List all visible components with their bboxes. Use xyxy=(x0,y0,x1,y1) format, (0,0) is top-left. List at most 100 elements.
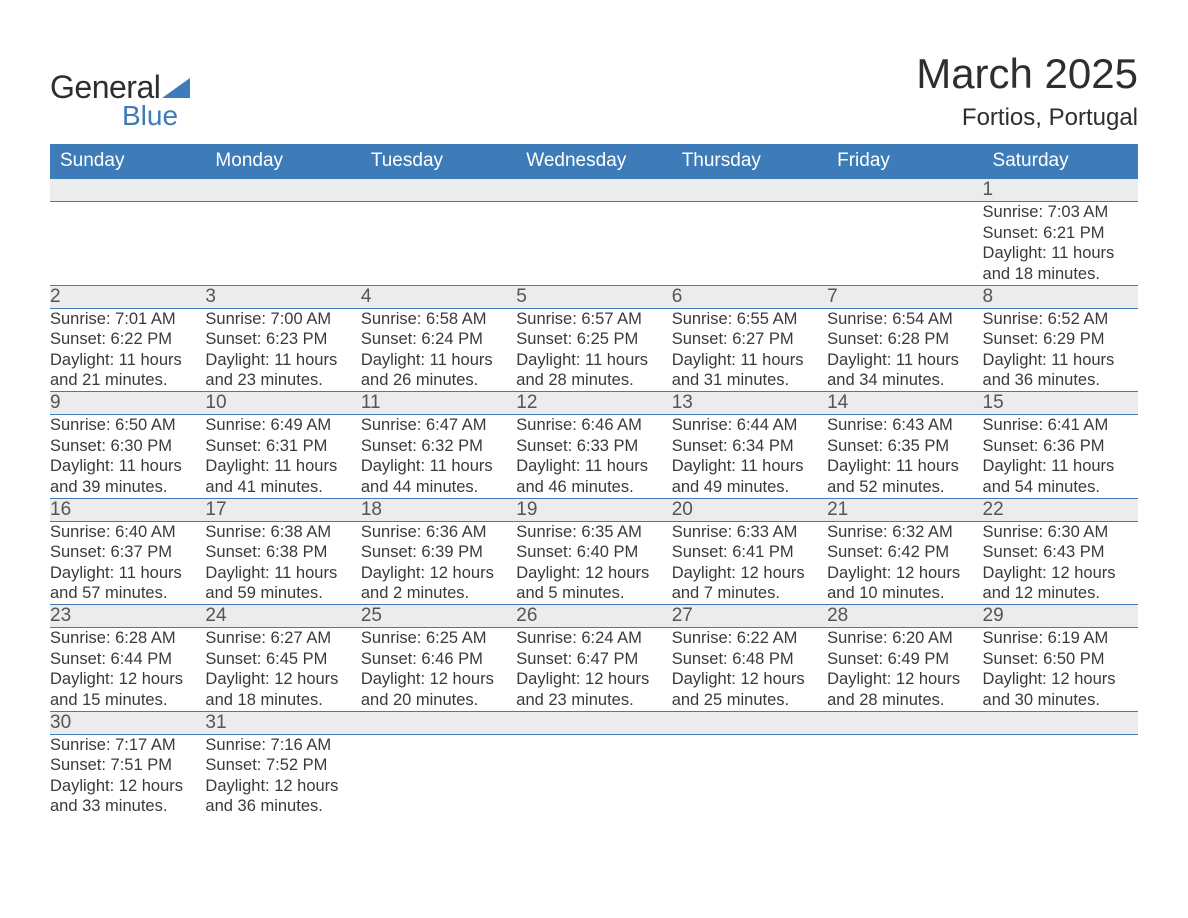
weekday-header: Tuesday xyxy=(361,144,516,179)
sunrise-line: Sunrise: 7:17 AM xyxy=(50,735,205,756)
weekday-header: Wednesday xyxy=(516,144,671,179)
day-number: 15 xyxy=(983,392,1138,415)
day-number: 11 xyxy=(361,392,516,415)
sunset-line: Sunset: 6:40 PM xyxy=(516,542,671,563)
daylight-line: Daylight: 11 hours and 23 minutes. xyxy=(205,350,360,391)
daylight-line: Daylight: 11 hours and 44 minutes. xyxy=(361,456,516,497)
sunset-line: Sunset: 6:27 PM xyxy=(672,329,827,350)
day-number: 17 xyxy=(205,498,360,521)
day-details xyxy=(205,202,360,286)
day-number: 23 xyxy=(50,605,205,628)
logo: General Blue xyxy=(50,69,190,132)
sunset-line: Sunset: 6:38 PM xyxy=(205,542,360,563)
day-number: 5 xyxy=(516,285,671,308)
day-number: 12 xyxy=(516,392,671,415)
sunset-line: Sunset: 6:47 PM xyxy=(516,649,671,670)
day-details: Sunrise: 6:49 AMSunset: 6:31 PMDaylight:… xyxy=(205,415,360,499)
sunset-line: Sunset: 6:45 PM xyxy=(205,649,360,670)
day-number: 4 xyxy=(361,285,516,308)
daylight-line: Daylight: 12 hours and 20 minutes. xyxy=(361,669,516,710)
sunset-line: Sunset: 6:49 PM xyxy=(827,649,982,670)
day-details xyxy=(827,202,982,286)
daylight-line: Daylight: 11 hours and 31 minutes. xyxy=(672,350,827,391)
sunrise-line: Sunrise: 6:55 AM xyxy=(672,309,827,330)
day-details xyxy=(361,734,516,817)
day-details: Sunrise: 7:17 AMSunset: 7:51 PMDaylight:… xyxy=(50,734,205,817)
header: General Blue March 2025 Fortios, Portuga… xyxy=(50,50,1138,132)
daynum-row: 3031 xyxy=(50,711,1138,734)
day-number: 8 xyxy=(983,285,1138,308)
day-details xyxy=(50,202,205,286)
daynum-row: 1 xyxy=(50,179,1138,202)
sunset-line: Sunset: 6:48 PM xyxy=(672,649,827,670)
day-details: Sunrise: 6:30 AMSunset: 6:43 PMDaylight:… xyxy=(983,521,1138,605)
day-details: Sunrise: 7:01 AMSunset: 6:22 PMDaylight:… xyxy=(50,308,205,392)
sunrise-line: Sunrise: 6:54 AM xyxy=(827,309,982,330)
day-details: Sunrise: 6:41 AMSunset: 6:36 PMDaylight:… xyxy=(983,415,1138,499)
day-details xyxy=(361,202,516,286)
day-number: 27 xyxy=(672,605,827,628)
day-details: Sunrise: 6:50 AMSunset: 6:30 PMDaylight:… xyxy=(50,415,205,499)
sunrise-line: Sunrise: 6:46 AM xyxy=(516,415,671,436)
sunset-line: Sunset: 6:21 PM xyxy=(983,223,1138,244)
day-number: 16 xyxy=(50,498,205,521)
day-number: 7 xyxy=(827,285,982,308)
sunset-line: Sunset: 6:28 PM xyxy=(827,329,982,350)
daylight-line: Daylight: 11 hours and 52 minutes. xyxy=(827,456,982,497)
sunset-line: Sunset: 6:35 PM xyxy=(827,436,982,457)
day-details xyxy=(827,734,982,817)
daylight-line: Daylight: 12 hours and 30 minutes. xyxy=(983,669,1138,710)
sunset-line: Sunset: 6:25 PM xyxy=(516,329,671,350)
daylight-line: Daylight: 12 hours and 25 minutes. xyxy=(672,669,827,710)
day-details xyxy=(983,734,1138,817)
day-details: Sunrise: 7:03 AMSunset: 6:21 PMDaylight:… xyxy=(983,202,1138,286)
daynum-row: 9101112131415 xyxy=(50,392,1138,415)
weekday-header: Monday xyxy=(205,144,360,179)
day-details: Sunrise: 6:35 AMSunset: 6:40 PMDaylight:… xyxy=(516,521,671,605)
day-details: Sunrise: 6:24 AMSunset: 6:47 PMDaylight:… xyxy=(516,628,671,712)
day-details: Sunrise: 6:36 AMSunset: 6:39 PMDaylight:… xyxy=(361,521,516,605)
daylight-line: Daylight: 12 hours and 2 minutes. xyxy=(361,563,516,604)
sunrise-line: Sunrise: 6:35 AM xyxy=(516,522,671,543)
daynum-row: 23242526272829 xyxy=(50,605,1138,628)
sunset-line: Sunset: 6:23 PM xyxy=(205,329,360,350)
weekday-header: Thursday xyxy=(672,144,827,179)
sunset-line: Sunset: 6:46 PM xyxy=(361,649,516,670)
sunrise-line: Sunrise: 6:40 AM xyxy=(50,522,205,543)
title-block: March 2025 Fortios, Portugal xyxy=(916,50,1138,132)
day-details: Sunrise: 6:28 AMSunset: 6:44 PMDaylight:… xyxy=(50,628,205,712)
sunset-line: Sunset: 6:22 PM xyxy=(50,329,205,350)
daylight-line: Daylight: 11 hours and 39 minutes. xyxy=(50,456,205,497)
day-number: 22 xyxy=(983,498,1138,521)
day-number xyxy=(983,711,1138,734)
sunset-line: Sunset: 6:24 PM xyxy=(361,329,516,350)
day-details: Sunrise: 6:33 AMSunset: 6:41 PMDaylight:… xyxy=(672,521,827,605)
sunrise-line: Sunrise: 7:03 AM xyxy=(983,202,1138,223)
day-number: 9 xyxy=(50,392,205,415)
daylight-line: Daylight: 11 hours and 59 minutes. xyxy=(205,563,360,604)
sunrise-line: Sunrise: 6:52 AM xyxy=(983,309,1138,330)
sunset-line: Sunset: 6:41 PM xyxy=(672,542,827,563)
logo-text-blue: Blue xyxy=(122,100,178,132)
sunset-line: Sunset: 6:42 PM xyxy=(827,542,982,563)
day-number: 6 xyxy=(672,285,827,308)
day-details xyxy=(516,202,671,286)
day-details: Sunrise: 6:22 AMSunset: 6:48 PMDaylight:… xyxy=(672,628,827,712)
daylight-line: Daylight: 11 hours and 18 minutes. xyxy=(983,243,1138,284)
daylight-line: Daylight: 11 hours and 54 minutes. xyxy=(983,456,1138,497)
day-details: Sunrise: 6:38 AMSunset: 6:38 PMDaylight:… xyxy=(205,521,360,605)
sunrise-line: Sunrise: 6:32 AM xyxy=(827,522,982,543)
day-number: 14 xyxy=(827,392,982,415)
sunrise-line: Sunrise: 6:41 AM xyxy=(983,415,1138,436)
daylight-line: Daylight: 12 hours and 12 minutes. xyxy=(983,563,1138,604)
day-details xyxy=(516,734,671,817)
day-number xyxy=(827,711,982,734)
day-details: Sunrise: 7:16 AMSunset: 7:52 PMDaylight:… xyxy=(205,734,360,817)
sunset-line: Sunset: 6:30 PM xyxy=(50,436,205,457)
daylight-line: Daylight: 12 hours and 23 minutes. xyxy=(516,669,671,710)
day-details: Sunrise: 6:46 AMSunset: 6:33 PMDaylight:… xyxy=(516,415,671,499)
daylight-line: Daylight: 12 hours and 18 minutes. xyxy=(205,669,360,710)
sunrise-line: Sunrise: 6:24 AM xyxy=(516,628,671,649)
day-number: 31 xyxy=(205,711,360,734)
sunrise-line: Sunrise: 6:19 AM xyxy=(983,628,1138,649)
